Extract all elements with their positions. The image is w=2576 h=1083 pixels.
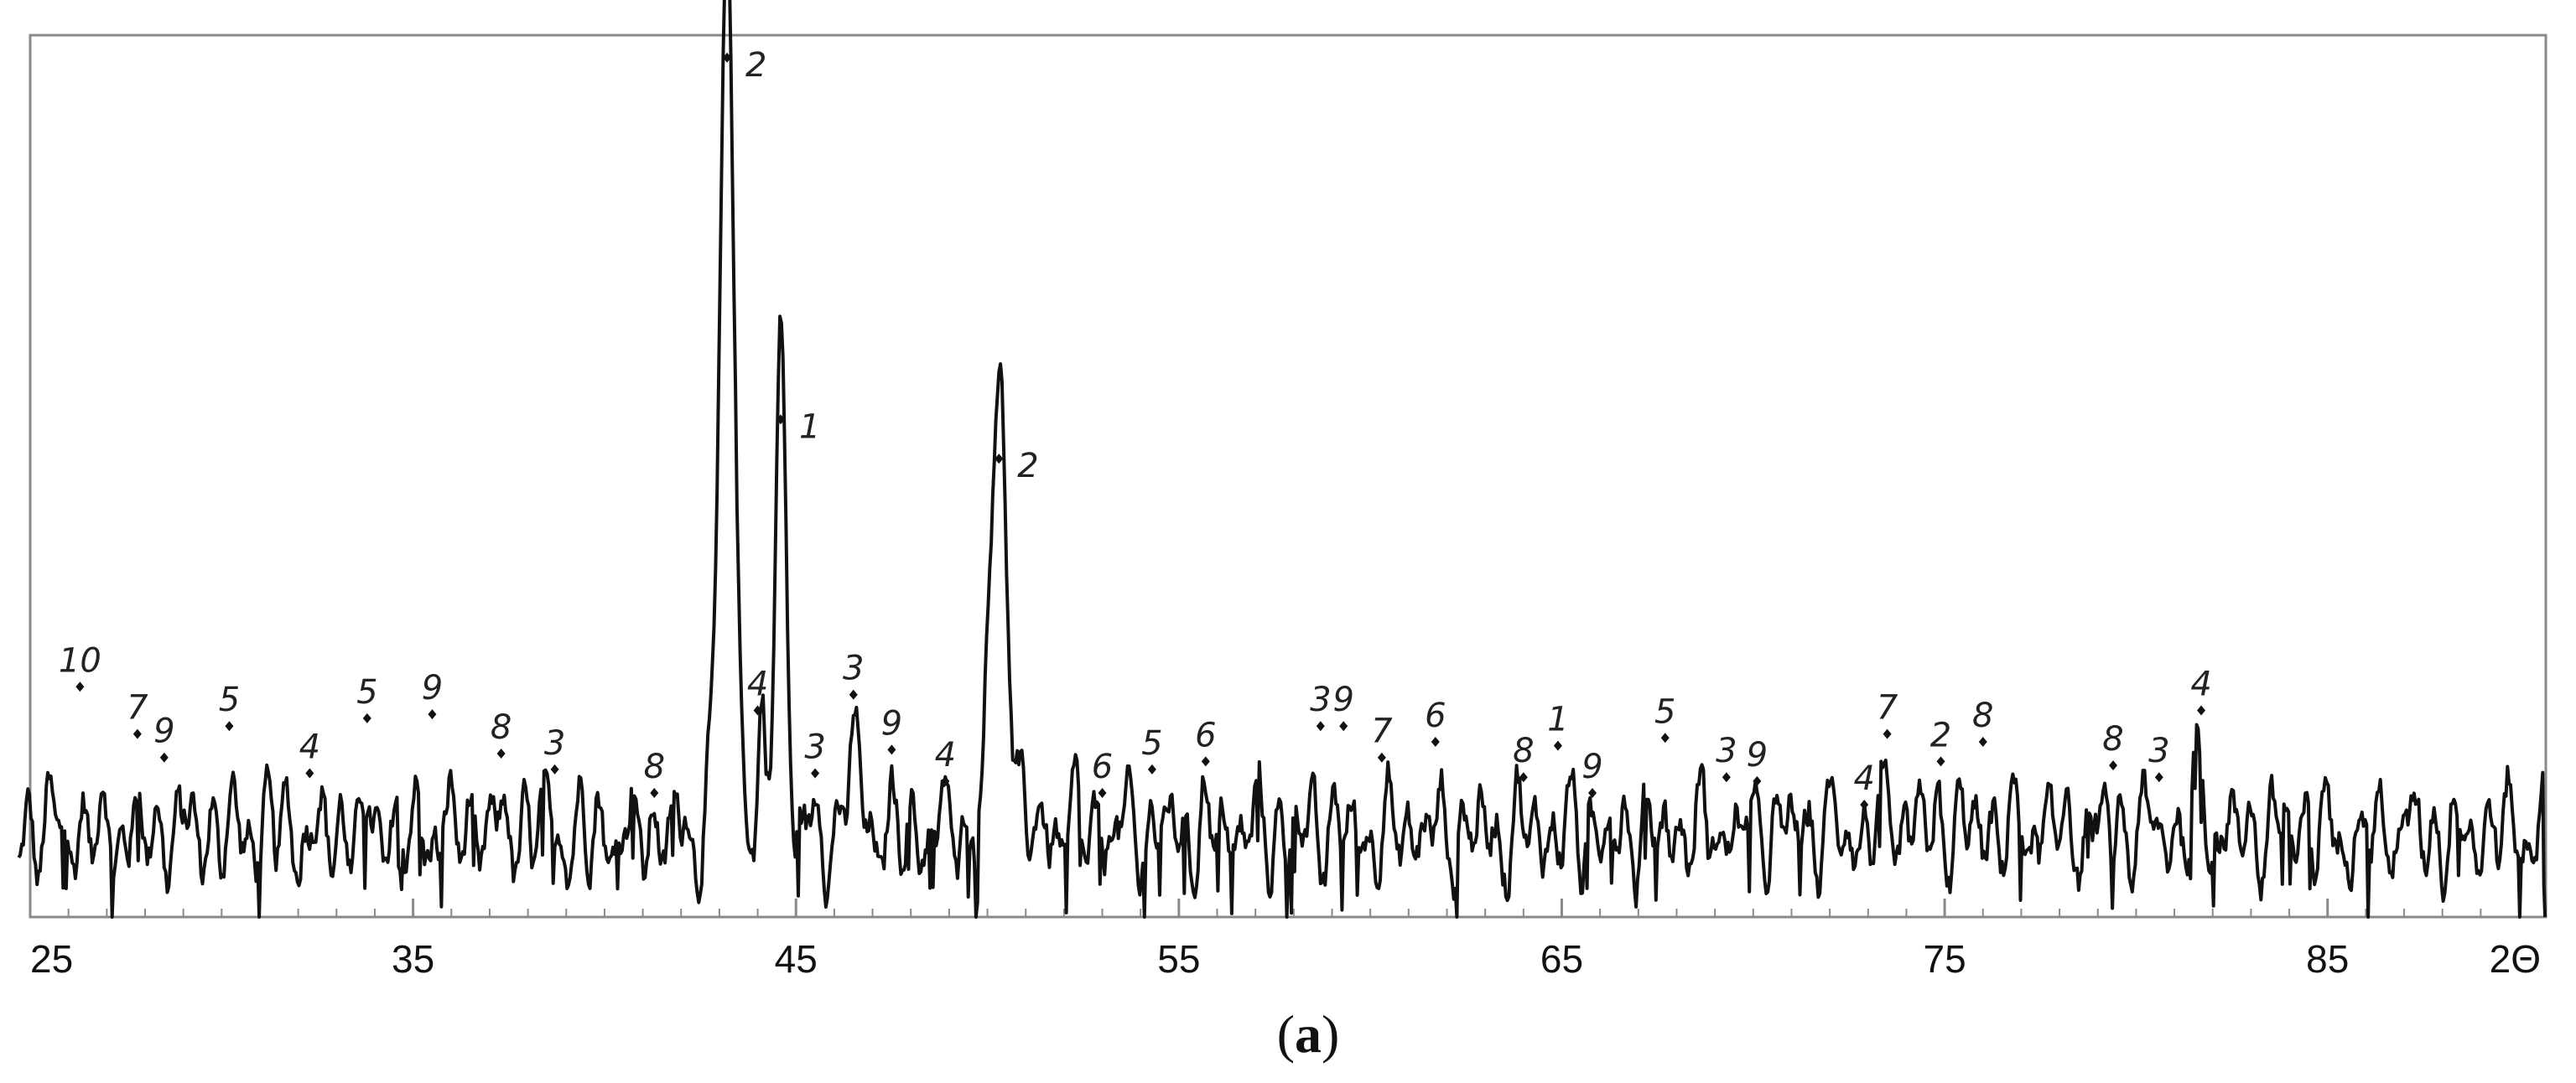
plot-frame bbox=[29, 34, 2547, 919]
peak-marker bbox=[2154, 772, 2163, 783]
peak-label: 9 bbox=[1581, 748, 1602, 786]
x-axis-label: 2Θ bbox=[2490, 937, 2541, 981]
caption-letter: a bbox=[1295, 1004, 1322, 1064]
peak-marker bbox=[362, 712, 371, 723]
peak-label: 9 bbox=[422, 669, 443, 707]
x-tick-label: 75 bbox=[1924, 937, 1966, 981]
peak-label: 2 bbox=[745, 46, 766, 85]
peak-marker bbox=[1339, 721, 1348, 732]
peak-marker bbox=[650, 787, 659, 798]
peak-marker bbox=[225, 721, 234, 732]
peak-label: 2 bbox=[1930, 716, 1951, 754]
peak-marker bbox=[2109, 760, 2118, 771]
peak-label: 9 bbox=[153, 712, 174, 751]
peak-label: 5 bbox=[1654, 692, 1675, 731]
peak-marker bbox=[159, 752, 169, 763]
peak-label: 5 bbox=[356, 673, 377, 712]
peak-label: 2 bbox=[1017, 447, 1038, 485]
peak-label: 3 bbox=[1310, 681, 1331, 719]
peak-label: 5 bbox=[219, 681, 240, 719]
peak-marker bbox=[1936, 756, 1945, 767]
peak-marker bbox=[305, 768, 314, 779]
peak-label: 8 bbox=[644, 748, 665, 786]
peak-marker bbox=[753, 705, 762, 716]
peak-label: 7 bbox=[1371, 712, 1393, 751]
peak-marker bbox=[1147, 764, 1156, 775]
peak-marker bbox=[1753, 775, 1762, 786]
peak-marker bbox=[1098, 787, 1107, 798]
x-tick-label: 45 bbox=[775, 937, 818, 981]
peak-label: 3 bbox=[544, 724, 565, 763]
caption-open: ( bbox=[1277, 1004, 1295, 1064]
peak-label: 3 bbox=[2148, 732, 2169, 770]
diffraction-trace bbox=[17, 0, 2547, 919]
peak-label: 4 bbox=[1853, 759, 1874, 798]
peak-label: 8 bbox=[2102, 720, 2123, 759]
peak-marker bbox=[1316, 721, 1325, 732]
peak-marker bbox=[2197, 705, 2206, 716]
x-tick-label: 55 bbox=[1157, 937, 1200, 981]
peak-label: 8 bbox=[491, 708, 512, 747]
peak-marker bbox=[1431, 736, 1440, 747]
peak-marker bbox=[428, 709, 437, 720]
peak-label: 9 bbox=[1332, 681, 1353, 719]
peak-label: 6 bbox=[1092, 748, 1113, 786]
peak-label: 1 bbox=[1547, 701, 1568, 739]
peak-marker bbox=[1660, 733, 1670, 744]
peak-marker bbox=[849, 689, 858, 700]
peak-label: 8 bbox=[1513, 732, 1534, 770]
peak-label: 9 bbox=[881, 704, 902, 743]
peak-label: 3 bbox=[1716, 732, 1737, 770]
peak-markers bbox=[75, 52, 2206, 811]
peak-label: 7 bbox=[1877, 689, 1898, 728]
peak-label: 5 bbox=[1141, 724, 1162, 763]
peak-label: 4 bbox=[935, 736, 956, 775]
peak-marker bbox=[1377, 752, 1386, 763]
figure-caption: (a) bbox=[1277, 1004, 1340, 1064]
peak-marker bbox=[887, 744, 896, 755]
peak-marker bbox=[1860, 800, 1869, 811]
peak-marker bbox=[1519, 772, 1528, 783]
peak-marker bbox=[1553, 740, 1562, 751]
peak-marker bbox=[941, 775, 950, 786]
peak-marker bbox=[723, 52, 732, 63]
x-tick-label: 85 bbox=[2306, 937, 2349, 981]
peak-label: 1 bbox=[799, 407, 820, 446]
peak-marker bbox=[995, 453, 1004, 464]
peak-label: 7 bbox=[127, 689, 148, 728]
peak-marker bbox=[1588, 787, 1597, 798]
caption-close: ) bbox=[1322, 1004, 1339, 1064]
x-tick-label: 25 bbox=[30, 937, 73, 981]
peak-marker bbox=[75, 681, 85, 692]
peak-label: 3 bbox=[804, 728, 825, 767]
peak-label: 6 bbox=[1195, 716, 1216, 754]
peak-label: 4 bbox=[299, 728, 320, 767]
peak-label: 8 bbox=[1972, 697, 1993, 735]
peak-marker bbox=[1978, 736, 1987, 747]
peak-label: 3 bbox=[843, 650, 864, 688]
peak-marker bbox=[550, 764, 559, 775]
peak-label: 4 bbox=[747, 665, 768, 703]
x-tick-label: 35 bbox=[392, 937, 434, 981]
peak-label: 6 bbox=[1425, 697, 1446, 735]
x-axis-tick-labels: 25 35 45 55 65 75 85 bbox=[30, 937, 2349, 981]
x-tick-label: 65 bbox=[1540, 937, 1583, 981]
peak-label: 4 bbox=[2190, 665, 2211, 703]
peak-marker bbox=[132, 728, 142, 739]
peak-label: 10 bbox=[59, 641, 101, 680]
peak-marker bbox=[1883, 728, 1892, 739]
peak-marker bbox=[496, 749, 506, 759]
peak-marker bbox=[811, 768, 820, 779]
peak-marker bbox=[1201, 756, 1210, 767]
peak-marker bbox=[776, 414, 785, 425]
peak-label: 9 bbox=[1747, 736, 1768, 775]
peak-marker bbox=[1722, 772, 1731, 783]
